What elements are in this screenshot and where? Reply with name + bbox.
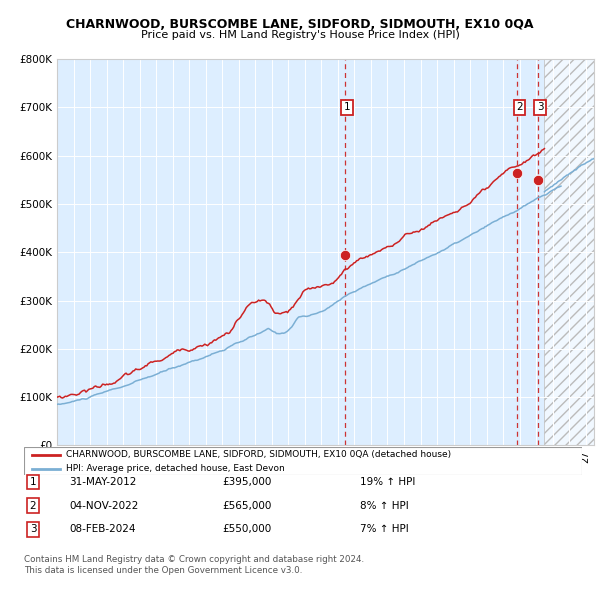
- Text: 1: 1: [29, 477, 37, 487]
- Text: 1: 1: [344, 102, 350, 112]
- Text: 19% ↑ HPI: 19% ↑ HPI: [360, 477, 415, 487]
- Bar: [544, 59, 594, 445]
- Text: 04-NOV-2022: 04-NOV-2022: [69, 501, 139, 510]
- Text: 7% ↑ HPI: 7% ↑ HPI: [360, 525, 409, 534]
- Text: 2: 2: [29, 501, 37, 510]
- Text: £395,000: £395,000: [222, 477, 271, 487]
- Point: [512, 168, 522, 177]
- Text: CHARNWOOD, BURSCOMBE LANE, SIDFORD, SIDMOUTH, EX10 0QA (detached house): CHARNWOOD, BURSCOMBE LANE, SIDFORD, SIDM…: [66, 450, 451, 459]
- Text: £550,000: £550,000: [222, 525, 271, 534]
- Text: CHARNWOOD, BURSCOMBE LANE, SIDFORD, SIDMOUTH, EX10 0QA: CHARNWOOD, BURSCOMBE LANE, SIDFORD, SIDM…: [66, 18, 534, 31]
- Text: 08-FEB-2024: 08-FEB-2024: [69, 525, 136, 534]
- FancyBboxPatch shape: [24, 447, 582, 475]
- Text: 8% ↑ HPI: 8% ↑ HPI: [360, 501, 409, 510]
- Text: 2: 2: [516, 102, 523, 112]
- Text: Price paid vs. HM Land Registry's House Price Index (HPI): Price paid vs. HM Land Registry's House …: [140, 30, 460, 40]
- Bar: [544, 59, 594, 445]
- Text: 3: 3: [537, 102, 544, 112]
- Text: 3: 3: [29, 525, 37, 534]
- Text: Contains HM Land Registry data © Crown copyright and database right 2024.: Contains HM Land Registry data © Crown c…: [24, 555, 364, 564]
- Text: £565,000: £565,000: [222, 501, 271, 510]
- Point: [533, 175, 543, 185]
- Point: [340, 250, 350, 260]
- Text: HPI: Average price, detached house, East Devon: HPI: Average price, detached house, East…: [66, 464, 284, 473]
- Text: This data is licensed under the Open Government Licence v3.0.: This data is licensed under the Open Gov…: [24, 566, 302, 575]
- Text: 31-MAY-2012: 31-MAY-2012: [69, 477, 136, 487]
